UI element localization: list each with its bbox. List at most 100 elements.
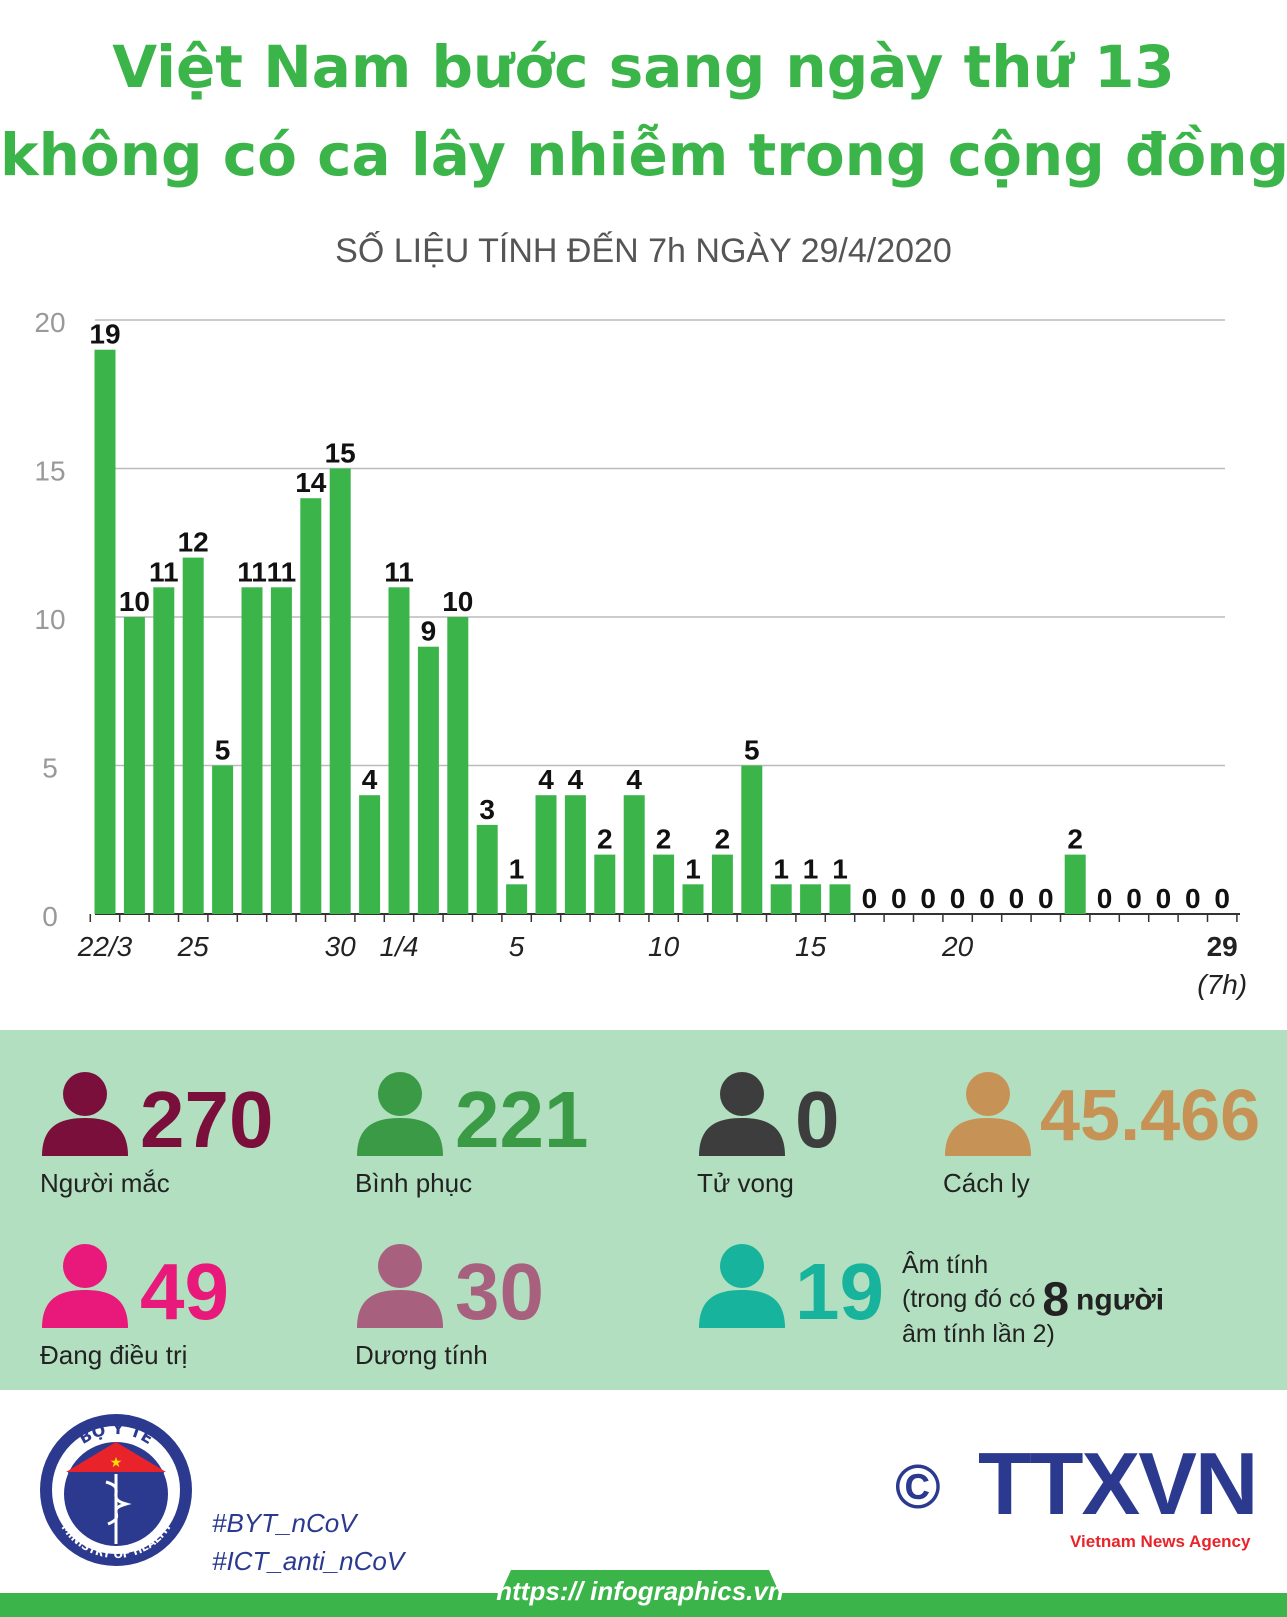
person-body (945, 1118, 1031, 1156)
bar-value-label: 1 (803, 853, 819, 884)
stat-value: 221 (455, 1075, 589, 1164)
bar-value-label: 12 (178, 527, 209, 558)
bar-value-label: 0 (950, 883, 966, 914)
person-icon (699, 1072, 785, 1156)
bar (506, 884, 528, 914)
bar (447, 617, 469, 914)
bar-value-label: 10 (442, 586, 473, 617)
x-tick-sublabel: (7h) (1197, 969, 1247, 1000)
ttxvn-subtitle: Vietnam News Agency (1070, 1532, 1251, 1551)
bar-value-label: 0 (1097, 883, 1113, 914)
person-body (699, 1118, 785, 1156)
x-tick-label: 5 (509, 931, 525, 962)
bar-value-label: 0 (1156, 883, 1172, 914)
bar (1064, 854, 1086, 914)
bar (241, 587, 263, 914)
bar (182, 557, 204, 914)
bar (94, 349, 116, 914)
stat-value: 0 (795, 1075, 840, 1164)
bar-value-label: 0 (891, 883, 907, 914)
bar-value-label: 5 (744, 735, 760, 766)
person-icon (699, 1244, 785, 1328)
person-body (357, 1118, 443, 1156)
copyright-icon: © (895, 1453, 941, 1522)
y-tick-label: 10 (34, 604, 65, 635)
bar (623, 795, 645, 914)
stat-value: 45.466 (1040, 1076, 1261, 1156)
bar (682, 884, 704, 914)
bar (535, 795, 557, 914)
url-tab (490, 1570, 790, 1617)
bar (153, 587, 175, 914)
ministry-of-health-logo: ★ BỘ Y TẾ MINISTRY OF HEALTH (40, 1414, 192, 1566)
bar-value-label: 1 (509, 853, 525, 884)
note-line1: Âm tính (902, 1251, 989, 1279)
bar-value-label: 0 (920, 883, 936, 914)
person-head (63, 1244, 107, 1288)
bar-value-label: 11 (237, 556, 267, 587)
bar-value-label: 2 (1067, 824, 1083, 855)
bar-value-label: 14 (295, 467, 327, 498)
bar-value-label: 11 (149, 556, 179, 587)
bar (123, 617, 145, 914)
y-tick-label: 20 (34, 307, 65, 338)
bar-value-label: 1 (832, 853, 848, 884)
y-tick-label: 5 (42, 753, 58, 784)
note-line2-post: người (1076, 1283, 1165, 1317)
person-icon (357, 1072, 443, 1156)
hashtag-byt[interactable]: #BYT_nCoV (212, 1508, 357, 1538)
bar (388, 587, 410, 914)
bar (300, 498, 322, 914)
negative-note: Âm tính (trong đó có 8 người âm tính lần… (902, 1248, 1164, 1351)
bar-value-label: 0 (1185, 883, 1201, 914)
person-head (378, 1072, 422, 1116)
bar (359, 795, 381, 914)
stat-value: 30 (455, 1247, 544, 1336)
bar (329, 468, 351, 914)
bar-value-label: 0 (1038, 883, 1054, 914)
bar-value-label: 11 (384, 556, 414, 587)
person-icon (945, 1072, 1031, 1156)
bar (417, 646, 439, 914)
note-line2: (trong đó có 8 người (902, 1276, 1165, 1324)
bar-value-label: 10 (119, 586, 150, 617)
bar-value-label: 19 (89, 319, 120, 350)
person-body (699, 1290, 785, 1328)
note-line3: âm tính lần 2) (902, 1320, 1055, 1349)
bar-value-label: 15 (325, 438, 356, 469)
bar-value-label: 4 (568, 764, 584, 795)
stat-label: Người mắc (40, 1168, 170, 1198)
person-head (63, 1072, 107, 1116)
bar-value-label: 3 (479, 794, 495, 825)
y-tick-label: 0 (42, 901, 58, 932)
bar (594, 854, 616, 914)
y-tick-label: 15 (34, 456, 65, 487)
bar-value-label: 4 (538, 764, 554, 795)
stat-value: 19 (795, 1247, 884, 1336)
x-tick-label: 22/3 (77, 931, 133, 962)
stat-label: Cách ly (943, 1168, 1030, 1198)
bar (476, 824, 498, 914)
website-link[interactable]: https:// infographics.vn (496, 1576, 784, 1606)
person-icon (357, 1244, 443, 1328)
bar-value-label: 0 (1126, 883, 1142, 914)
stat-label: Tử vong (697, 1168, 794, 1198)
bar-value-label: 0 (1214, 883, 1230, 914)
page-title-line2: không có ca lây nhiễm trong cộng đồng (0, 121, 1287, 189)
x-tick-label: 10 (648, 931, 680, 962)
bar-value-label: 1 (773, 853, 789, 884)
stat-label: Đang điều trị (40, 1340, 188, 1370)
x-tick-label: 29 (1207, 931, 1238, 962)
bar-value-label: 0 (1009, 883, 1025, 914)
bar (212, 765, 234, 914)
bar-value-label: 0 (862, 883, 878, 914)
person-head (966, 1072, 1010, 1116)
x-tick-label: 30 (325, 931, 357, 962)
bar-value-label: 2 (715, 824, 731, 855)
bar-value-label: 4 (362, 764, 378, 795)
bar (270, 587, 292, 914)
bar (829, 884, 851, 914)
hashtag-ict[interactable]: #ICT_anti_nCoV (212, 1546, 405, 1576)
bar-value-label: 2 (597, 824, 613, 855)
